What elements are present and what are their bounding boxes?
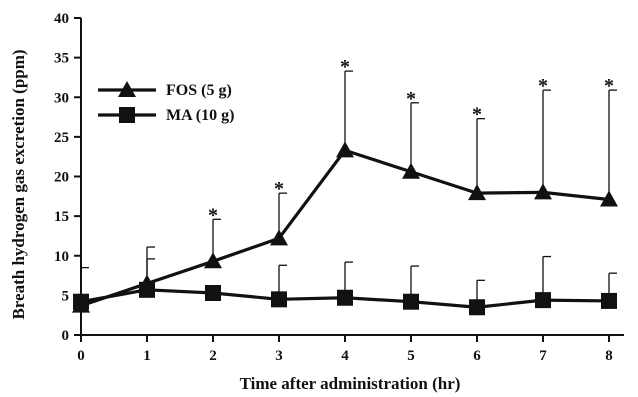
legend-label: FOS (5 g) [166,82,232,99]
legend-square-marker [119,107,135,123]
legend-item-1: MA (10 g) [98,107,234,124]
square-marker [601,292,617,309]
y-tick-label: 10 [54,249,69,265]
x-tick-label: 6 [473,348,481,364]
x-tick-label: 0 [77,348,85,364]
y-tick-label: 35 [54,51,69,67]
square-marker [205,284,221,301]
y-tick-label: 25 [54,130,69,146]
significance-star: * [604,75,614,97]
y-tick-label: 5 [62,288,70,304]
triangle-marker [468,184,486,201]
significance-star: * [538,75,548,97]
y-tick-label: 15 [54,209,69,225]
x-tick-label: 7 [539,348,547,364]
significance-star: * [472,104,482,126]
x-tick-label: 2 [209,348,217,364]
series-markers [72,141,618,316]
square-marker [73,293,89,310]
triangle-marker [534,183,552,200]
y-tick-label: 30 [54,90,69,106]
square-marker [535,292,551,309]
triangle-marker [336,141,354,158]
legend-triangle-marker [118,81,136,97]
x-tick-label: 8 [605,348,613,364]
square-marker [403,293,419,310]
legend: FOS (5 g) MA (10 g) [98,81,234,124]
square-marker [337,289,353,306]
y-tick-label: 20 [54,170,69,186]
significance-star: * [208,204,218,226]
x-tick-label: 3 [275,348,283,364]
significance-star: * [274,178,284,200]
significance-star: * [406,88,416,110]
significance-star: * [340,56,350,78]
axes: 0 5 10 15 20 25 30 35 40 0 1 2 3 4 5 6 7 8 [54,11,624,364]
square-marker [139,281,155,298]
triangle-marker [270,229,288,246]
square-marker [271,291,287,308]
x-axis-title: Time after administration (hr) [240,374,461,393]
triangle-marker [204,252,222,269]
error-bars [80,70,617,308]
legend-label: MA (10 g) [166,107,234,124]
y-axis-title: Breath hydrogen gas excretion (ppm) [9,49,28,319]
significance-markers: * * * * * * * [208,56,614,226]
triangle-marker [600,190,618,207]
x-tick-label: 4 [341,348,349,364]
x-tick-label: 5 [407,348,415,364]
legend-item-0: FOS (5 g) [98,81,232,99]
y-tick-label: 0 [62,328,70,344]
triangle-marker [402,162,420,179]
square-marker [469,299,485,316]
y-tick-label: 40 [54,11,69,27]
x-tick-label: 1 [143,348,151,364]
